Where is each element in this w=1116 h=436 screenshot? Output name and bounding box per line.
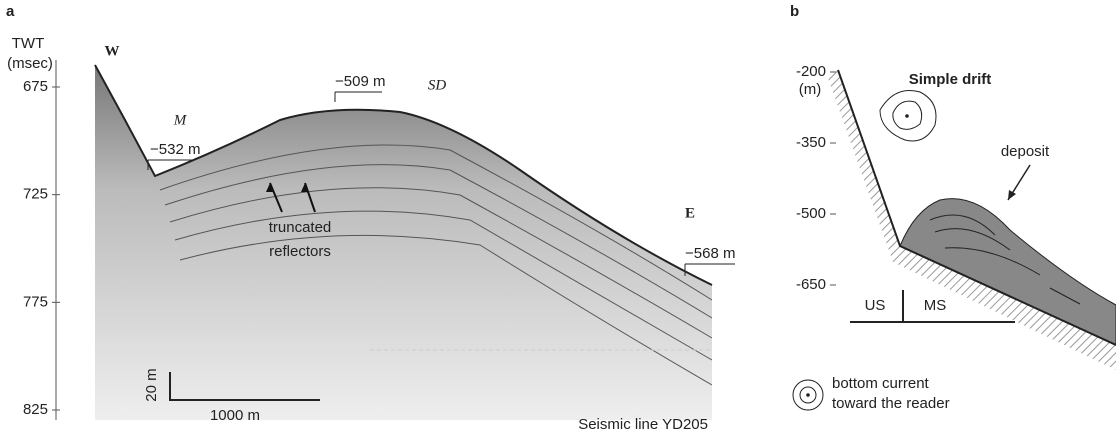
y-tick-label: 825 [23,401,48,418]
legend-text: bottom current [832,375,930,392]
y-tick-label: 775 [23,293,48,310]
depth-label: −509 m [335,73,385,90]
axis-unit: (m) [799,81,822,98]
axis: 675 725 775 825 [23,78,60,418]
label-east: E [685,205,695,221]
figure: a TWT (msec) 675 725 775 825 W E M SD −532 … [0,0,1116,436]
annotation: truncated [269,219,332,236]
annotation: MS [924,297,947,314]
scale-label: 1000 m [210,407,260,424]
panel-label: a [6,3,15,20]
y-tick-label: -650 [796,276,826,293]
axis-title: (msec) [7,55,53,72]
panel-label: b [790,3,799,20]
y-tick-label: 675 [23,78,48,95]
depth-label: −532 m [150,141,200,158]
label-west: W [105,43,120,59]
y-tick-label: -200 [796,63,826,80]
source: Seismic line YD205 [578,416,708,433]
scale-label: 20 m [143,368,160,401]
legend-text: toward the reader [832,395,950,412]
label-drift: SD [428,77,447,93]
annotation: deposit [1001,143,1050,160]
seismic-profile [95,65,712,420]
axis-title: TWT [12,35,44,52]
y-tick-label: -500 [796,205,826,222]
annotation: reflectors [269,243,331,260]
title: Simple drift [909,71,992,88]
label-moat: M [173,112,188,128]
y-tick-label: 725 [23,186,48,203]
depth-label: −568 m [685,245,735,262]
y-tick-label: -350 [796,134,826,151]
annotation: US [865,297,886,314]
